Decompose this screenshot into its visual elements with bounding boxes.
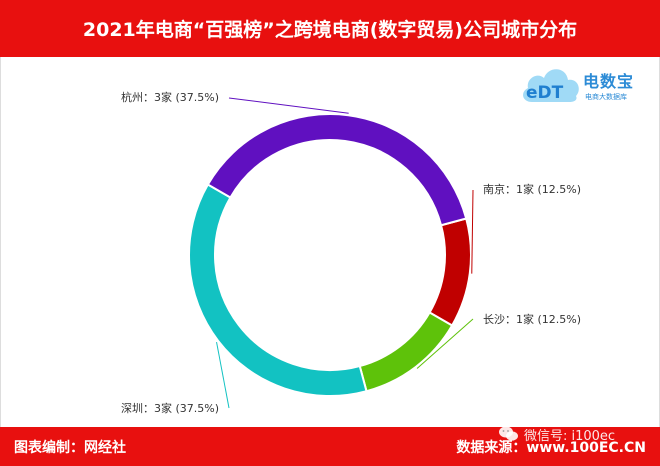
donut-chart: 南京：1家 (12.5%) 长沙：1家 (12.5%) 深圳：3家 (37.5%) 杭… [121,90,581,415]
wechat-id: 微信号: i100ec [524,428,616,444]
leader-line-2 [416,318,474,369]
chart-header: 2021年电商“百强榜”之跨境电商(数字贸易)公司城市分布 [0,0,660,57]
chart-footer: 图表编制：网经社 数据来源：www.100EC.CN [0,427,660,466]
slice-label-3: 深圳：3家 (37.5%) [121,401,219,415]
logo-brand: 电数宝 [583,72,635,91]
donut-slice-3 [188,183,368,397]
footer-credit: 图表编制：网经社 [14,440,126,456]
logo-subtitle: 电商大数据库 [585,93,627,101]
leader-line-1 [471,189,474,274]
donut-slice-2 [358,311,454,393]
plot-area: 南京：1家 (12.5%) 长沙：1家 (12.5%) 深圳：3家 (37.5%) 杭… [0,57,660,427]
slice-label-4: 杭州：3家 (37.5%) [121,90,219,104]
leader-line-4 [228,97,349,114]
chart-title: 2021年电商“百强榜”之跨境电商(数字贸易)公司城市分布 [82,19,578,41]
cloud-logo-icon: eDT [523,69,579,103]
wechat-watermark: 微信号: i100ec [498,424,658,444]
donut-slice-4 [206,113,468,227]
leader-line-3 [216,341,230,409]
slice-label-2: 长沙：1家 (12.5%) [483,312,581,326]
donut-slice-1 [428,217,472,327]
wechat-icon [499,426,518,441]
footer-source: 数据来源：www.100EC.CN [456,440,646,456]
slice-label-1: 南京：1家 (12.5%) [483,182,581,196]
logo-mark: eDT [526,83,564,103]
